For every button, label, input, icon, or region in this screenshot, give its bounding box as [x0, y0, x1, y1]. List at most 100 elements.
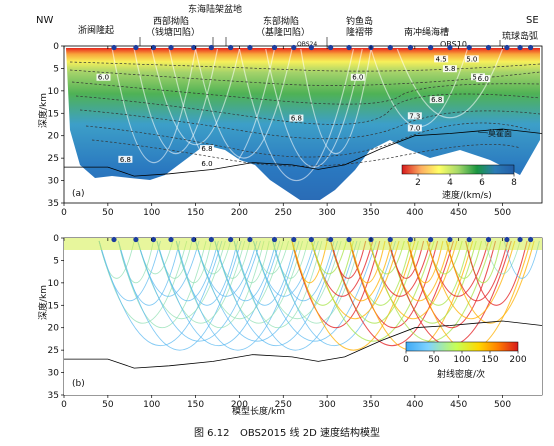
x-tick-label: 250	[275, 208, 292, 218]
obs-station	[428, 236, 434, 243]
obs-station	[168, 44, 174, 51]
y-tick-label: 10	[48, 279, 60, 289]
diaoyu-sub-label: 隆褶带	[346, 26, 373, 38]
obs-station	[328, 44, 334, 51]
contour-label: 6.8	[431, 96, 442, 104]
ray-density-colorbar-label: 射线密度/次	[437, 368, 485, 380]
basin-label: 东海陆架盆地	[188, 3, 242, 15]
obs-station	[517, 236, 523, 243]
obs-station	[150, 44, 157, 51]
colorbar-tick-label: 100	[453, 355, 470, 365]
y-tick-label: 10	[48, 87, 60, 97]
velocity-field	[66, 48, 540, 200]
obs-station	[466, 44, 472, 51]
obs-station	[387, 236, 393, 243]
contour-label: 6.0	[201, 160, 212, 168]
west-dep-label: 西部拗陷	[153, 15, 189, 27]
obs-station	[291, 44, 297, 51]
region-dividers	[139, 37, 501, 46]
colorbar-tick-label: 150	[481, 355, 498, 365]
obs-station	[291, 236, 297, 243]
moho-label: 莫霍面	[488, 128, 512, 138]
x-tick-label: 300	[319, 400, 336, 410]
contour-label: 5.8	[444, 65, 455, 73]
contour-label: 6.8	[291, 115, 302, 123]
contour-label: 6.8	[201, 145, 212, 153]
panel-b-ylabel: 深度/km	[37, 285, 49, 320]
obs-station	[111, 44, 117, 51]
x-tick-label: 300	[319, 208, 336, 218]
y-tick-label: 5	[53, 64, 59, 74]
obs-station	[428, 44, 434, 51]
ray-density-colorbar	[405, 341, 519, 352]
y-tick-label: 20	[48, 324, 60, 334]
x-tick-label: 0	[61, 400, 67, 410]
diaoyu-label: 钓鱼岛	[346, 15, 373, 27]
nw-label: NW	[36, 15, 53, 26]
se-label: SE	[526, 15, 539, 26]
obs-station	[527, 236, 534, 243]
colorbar-tick-label: 0	[403, 355, 409, 365]
y-tick-label: 25	[48, 154, 59, 164]
contour-label: 7.3	[409, 112, 420, 120]
x-tick-label: 500	[494, 208, 511, 218]
ryukyu-label: 琉球岛弧	[502, 30, 538, 42]
axis-b: 0 50 100 150 200 250 300 350 400 450 5000510152025…	[48, 234, 512, 410]
colorbar-tick-label: 8	[511, 178, 517, 188]
contour-label: 4.5	[436, 55, 447, 63]
x-tick-label: 350	[362, 400, 379, 410]
obs-station	[271, 44, 278, 51]
velocity-colorbar-ticks: 2 4 6 8	[415, 174, 517, 188]
contour-label: 6.0	[352, 74, 363, 82]
obs24-label: OBS24	[297, 41, 317, 48]
obs-station	[208, 236, 214, 243]
x-tick-label: 350	[362, 208, 379, 218]
velocity-contours	[69, 61, 541, 167]
west-dep-sub-label: （钱塘凹陷）	[146, 26, 200, 38]
obs-station	[346, 236, 352, 243]
ray-density-colorbar-ticks: 0 50 100 150 200	[403, 351, 527, 365]
obs-station	[485, 236, 492, 243]
obs-station	[133, 44, 139, 51]
y-tick-label: 25	[48, 346, 59, 356]
x-tick-label: 150	[187, 208, 204, 218]
panel-a-label: (a)	[72, 189, 85, 199]
y-tick-label: 35	[48, 199, 59, 209]
ray-density-field	[64, 238, 542, 395]
x-tick-label: 400	[406, 400, 423, 410]
contour-label: 7.0	[409, 124, 420, 132]
contour-label: 6.0	[98, 74, 109, 82]
obs-station	[387, 44, 393, 51]
figure-caption-number: 图 6.12	[194, 427, 229, 439]
contour-labels: 6.06.06.86.86.06.86.87.37.04.55.05.85.56…	[96, 55, 491, 168]
y-tick-label: 0	[53, 42, 59, 52]
panel-a-ylabel: 深度/km	[37, 93, 49, 128]
zhemin-label: 浙闽隆起	[78, 24, 114, 36]
x-tick-label: 150	[187, 400, 204, 410]
obs-station	[527, 44, 534, 51]
obs-station	[133, 236, 139, 243]
obs-station	[168, 236, 174, 243]
obs-station	[150, 236, 157, 243]
obs-station	[247, 236, 253, 243]
obs-station	[504, 44, 510, 51]
obs-station	[447, 44, 453, 51]
obs-station	[504, 236, 510, 243]
obs-station	[485, 44, 492, 51]
x-tick-label: 400	[406, 208, 423, 218]
obs-station	[447, 236, 453, 243]
colorbar-tick-label: 4	[447, 178, 453, 188]
obs-station	[191, 236, 197, 243]
x-tick-label: 50	[102, 208, 114, 218]
x-tick-label: 0	[61, 208, 67, 218]
colorbar-tick-label: 50	[428, 355, 440, 365]
moho-line-b	[64, 320, 542, 369]
obs-station	[407, 44, 414, 51]
obs-station	[346, 44, 352, 51]
obs-station	[466, 236, 472, 243]
moho-line-a	[64, 128, 542, 177]
contour-label: 6.8	[120, 156, 131, 164]
y-tick-label: 35	[48, 391, 59, 401]
obs-station	[308, 44, 314, 51]
